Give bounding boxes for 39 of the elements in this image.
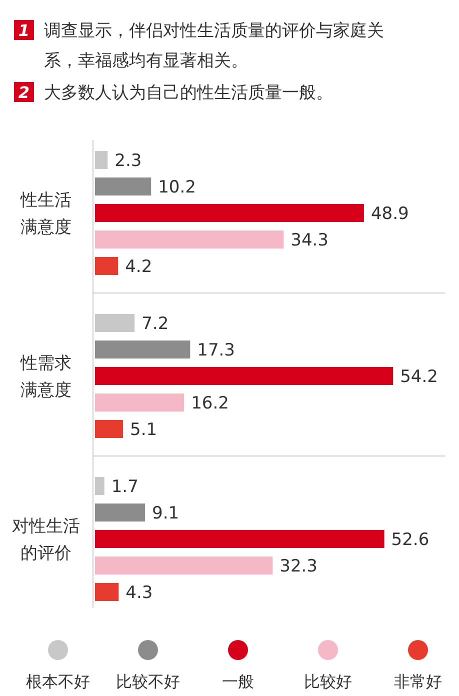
y-tick-label: 对性生活的评价 bbox=[12, 516, 80, 564]
bar bbox=[95, 230, 284, 248]
bar bbox=[95, 340, 190, 358]
y-tick-label: 性生活满意度 bbox=[20, 190, 72, 238]
data-label: 10.2 bbox=[158, 178, 196, 198]
data-label: 2.3 bbox=[114, 151, 142, 171]
data-label: 52.6 bbox=[391, 530, 430, 550]
data-label: 4.3 bbox=[126, 583, 153, 603]
bar bbox=[95, 420, 124, 438]
data-label: 34.3 bbox=[290, 230, 329, 250]
data-label: 48.9 bbox=[370, 204, 409, 224]
bar bbox=[95, 257, 118, 275]
data-label: 9.1 bbox=[152, 504, 180, 524]
legend-label: 一般 bbox=[222, 672, 254, 691]
legend-label: 根本不好 bbox=[26, 672, 90, 691]
bar bbox=[95, 530, 384, 548]
y-tick-label: 性需求满意度 bbox=[20, 354, 72, 400]
data-label: 16.2 bbox=[191, 394, 229, 414]
data-label: 54.2 bbox=[400, 367, 438, 387]
legend-label: 非常好 bbox=[394, 672, 442, 691]
legend-label: 比较好 bbox=[304, 672, 352, 691]
bar bbox=[95, 178, 152, 196]
data-label: 5.1 bbox=[130, 420, 158, 440]
data-label: 4.2 bbox=[125, 257, 152, 277]
bar bbox=[95, 394, 184, 412]
bar bbox=[95, 367, 394, 385]
data-label: 1.7 bbox=[111, 477, 138, 497]
text: 调查显示，伴侣对性生活质量的评价与家庭关系，幸福感均有显著相关。 bbox=[44, 21, 384, 71]
data-label: 17.3 bbox=[197, 340, 236, 360]
bar bbox=[95, 204, 364, 222]
data-label: 32.3 bbox=[280, 556, 318, 576]
bar bbox=[95, 504, 146, 522]
data-label: 7.2 bbox=[142, 314, 169, 334]
text: 2 bbox=[18, 83, 30, 102]
bar bbox=[95, 556, 273, 574]
bar bbox=[95, 583, 119, 601]
legend-label: 比较不好 bbox=[116, 672, 180, 691]
text: 大多数人认为自己的性生活质量一般。 bbox=[44, 83, 333, 103]
text: 1 bbox=[18, 21, 30, 40]
